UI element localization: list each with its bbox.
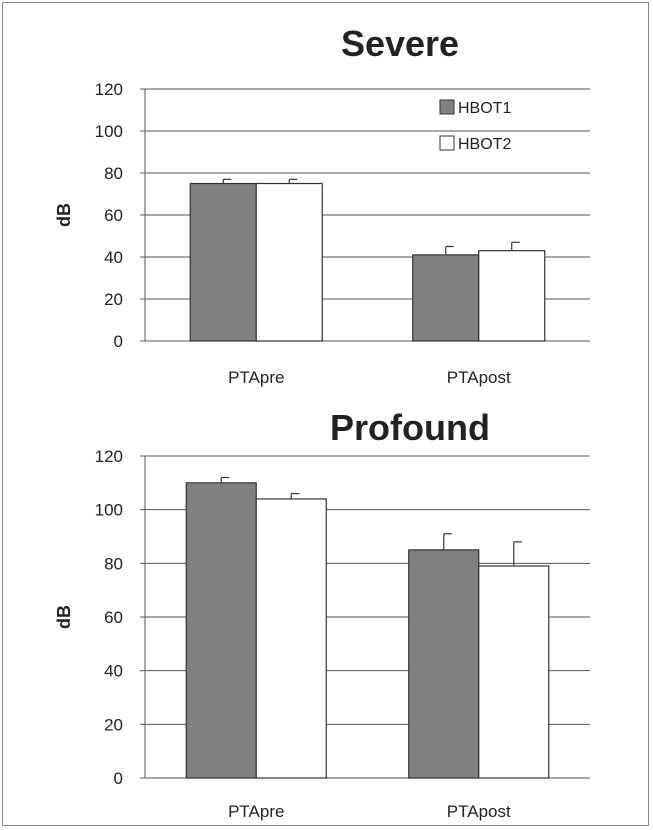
chart2-y-tick-label: 20 [104, 715, 123, 734]
chart2-bar-hbot2-ptapre [255, 498, 327, 779]
chart2-x-tick-label: PTApre [228, 802, 284, 821]
chart1-y-axis-label: dB [54, 203, 74, 227]
chart2-bar-hbot2-ptapost [478, 565, 550, 779]
chart1-legend-swatch-hbot1 [439, 99, 455, 115]
chart2-y-tick-label: 60 [104, 608, 123, 627]
chart1-x-tick-label: PTApost [447, 368, 511, 387]
chart2-title: Profound [330, 407, 490, 448]
chart2-bar-hbot1-ptapost [408, 549, 480, 779]
chart1-legend-swatch-hbot2 [439, 135, 455, 151]
chart1-x-tick-label: PTApre [228, 368, 284, 387]
chart2-y-tick-label: 80 [104, 554, 123, 573]
chart1-y-tick-label: 80 [104, 164, 123, 183]
chart1-title: Severe [341, 23, 459, 64]
chart1-bar-hbot1-ptapre [189, 182, 257, 342]
chart2-y-axis-label: dB [54, 605, 74, 629]
chart1-y-tick-label: 120 [95, 80, 123, 99]
chart2-bar-hbot1-ptapre [185, 482, 257, 779]
chart1-bar-hbot1-ptapost [412, 254, 480, 342]
chart1-legend-label-hbot2: HBOT2 [458, 136, 511, 153]
chart2-y-tick-label: 120 [95, 447, 123, 466]
chart2-y-tick-label: 40 [104, 662, 123, 681]
chart2-y-tick-label: 100 [95, 501, 123, 520]
chart1-y-tick-label: 20 [104, 290, 123, 309]
chart1-bar-hbot2-ptapre [255, 182, 323, 342]
chart2-y-tick-label: 0 [114, 769, 123, 788]
chart1-y-tick-label: 60 [104, 206, 123, 225]
chart1-legend-label-hbot1: HBOT1 [458, 100, 511, 117]
chart1-bar-hbot2-ptapost [478, 250, 546, 342]
chart1-y-tick-label: 0 [114, 332, 123, 351]
chart1-y-tick-label: 40 [104, 248, 123, 267]
chart1-y-tick-label: 100 [95, 122, 123, 141]
chart2-x-tick-label: PTApost [447, 802, 511, 821]
